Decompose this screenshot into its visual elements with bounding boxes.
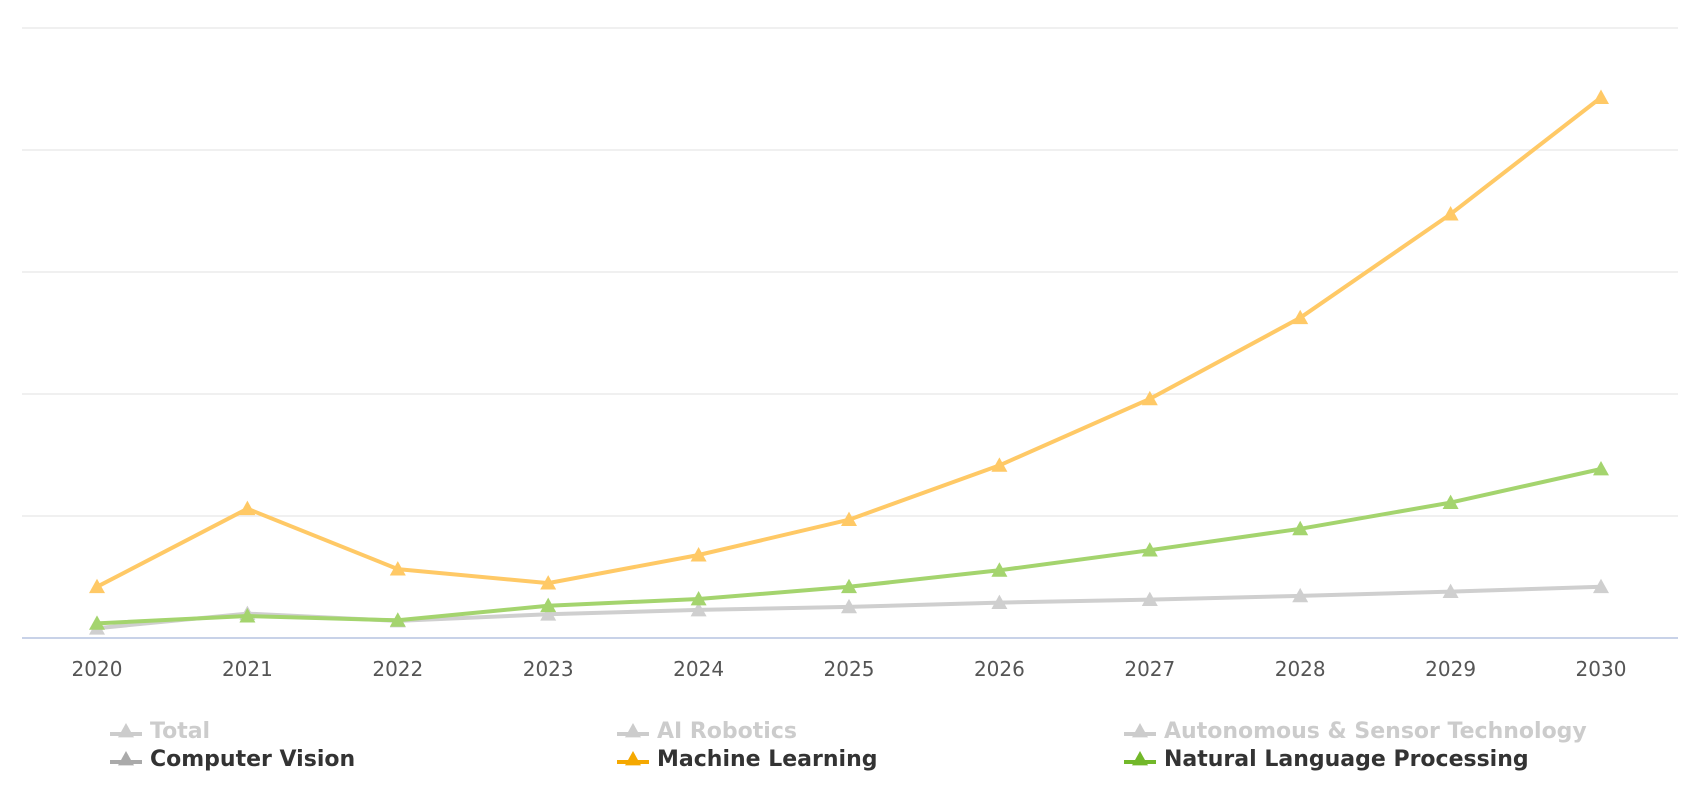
- data-point-machine-learning-2023[interactable]: [540, 575, 557, 590]
- legend-item-ai-robotics[interactable]: AI Robotics: [615, 717, 797, 745]
- data-point-natural-language-processing-2022[interactable]: [389, 612, 406, 627]
- data-point-computer-vision-2026[interactable]: [991, 594, 1008, 610]
- x-tick-label: 2022: [372, 657, 423, 681]
- x-tick-label: 2025: [824, 657, 875, 681]
- legend-label: Machine Learning: [657, 746, 878, 772]
- x-axis-ticks: 2020 2021 2022 2023 2024 2025 2026 2027 2028 2029…: [72, 657, 1627, 681]
- data-point-machine-learning-2022[interactable]: [389, 561, 406, 576]
- data-point-computer-vision-2023[interactable]: [540, 606, 557, 621]
- data-point-computer-vision-2028[interactable]: [1292, 587, 1309, 603]
- data-point-natural-language-processing-2028[interactable]: [1292, 520, 1309, 536]
- legend-label: AI Robotics: [657, 718, 797, 744]
- x-tick-label: 2028: [1275, 657, 1326, 681]
- data-point-machine-learning-2026[interactable]: [991, 457, 1008, 472]
- legend-triangle-icon: [110, 723, 142, 738]
- x-tick-label: 2030: [1576, 657, 1627, 681]
- data-point-machine-learning-2020[interactable]: [89, 578, 105, 594]
- data-point-computer-vision-2027[interactable]: [1141, 591, 1158, 606]
- x-tick-label: 2021: [222, 657, 273, 681]
- data-point-computer-vision-2024[interactable]: [690, 601, 707, 617]
- x-tick-label: 2023: [523, 657, 574, 681]
- x-tick-label: 2020: [72, 657, 123, 681]
- legend-label: Computer Vision: [150, 746, 356, 772]
- data-point-natural-language-processing-2029[interactable]: [1442, 494, 1459, 509]
- data-point-natural-language-processing-2027[interactable]: [1141, 542, 1158, 557]
- data-point-natural-language-processing-2026[interactable]: [991, 562, 1008, 577]
- legend-label: Natural Language Processing: [1164, 746, 1529, 772]
- legend-triangle-icon: [617, 723, 649, 738]
- data-point-machine-learning-2021[interactable]: [239, 500, 256, 516]
- data-point-natural-language-processing-2021[interactable]: [239, 608, 256, 623]
- data-point-computer-vision-2025[interactable]: [841, 598, 857, 614]
- data-point-natural-language-processing-2030[interactable]: [1593, 461, 1609, 476]
- data-point-machine-learning-2029[interactable]: [1442, 206, 1459, 221]
- legend-item-computer-vision[interactable]: Computer Vision: [108, 745, 355, 773]
- data-point-machine-learning-2027[interactable]: [1141, 390, 1158, 406]
- grid-lines: [22, 27, 1678, 639]
- series-layer: [89, 89, 1609, 635]
- legend-triangle-icon: [617, 751, 649, 766]
- data-point-natural-language-processing-2023[interactable]: [540, 597, 557, 613]
- x-tick-label: 2029: [1425, 657, 1476, 681]
- series-machine-learning[interactable]: [89, 89, 1609, 594]
- legend-label: Total: [150, 718, 211, 744]
- series-natural-language-processing[interactable]: [89, 461, 1609, 630]
- x-tick-label: 2026: [974, 657, 1025, 681]
- legend-item-autonomous-sensor-technology[interactable]: Autonomous & Sensor Technology: [1122, 717, 1587, 745]
- legend-item-machine-learning[interactable]: Machine Learning: [615, 745, 877, 773]
- data-point-computer-vision-2029[interactable]: [1442, 583, 1459, 599]
- data-point-machine-learning-2024[interactable]: [690, 547, 707, 562]
- data-point-machine-learning-2025[interactable]: [841, 511, 857, 527]
- legend-triangle-icon: [1124, 751, 1156, 766]
- data-point-computer-vision-2030[interactable]: [1593, 578, 1609, 594]
- data-point-natural-language-processing-2024[interactable]: [690, 590, 707, 606]
- legend-triangle-icon: [1124, 723, 1156, 738]
- data-point-natural-language-processing-2025[interactable]: [841, 578, 857, 594]
- legend-item-total[interactable]: Total: [108, 717, 210, 745]
- x-tick-label: 2027: [1124, 657, 1175, 681]
- legend-label: Autonomous & Sensor Technology: [1164, 718, 1587, 744]
- data-point-natural-language-processing-2020[interactable]: [89, 615, 105, 630]
- legend-item-natural-language-processing[interactable]: Natural Language Processing: [1122, 745, 1529, 773]
- data-point-machine-learning-2028[interactable]: [1292, 309, 1309, 325]
- data-point-machine-learning-2030[interactable]: [1593, 89, 1609, 104]
- x-tick-label: 2024: [673, 657, 724, 681]
- legend-triangle-icon: [110, 751, 142, 766]
